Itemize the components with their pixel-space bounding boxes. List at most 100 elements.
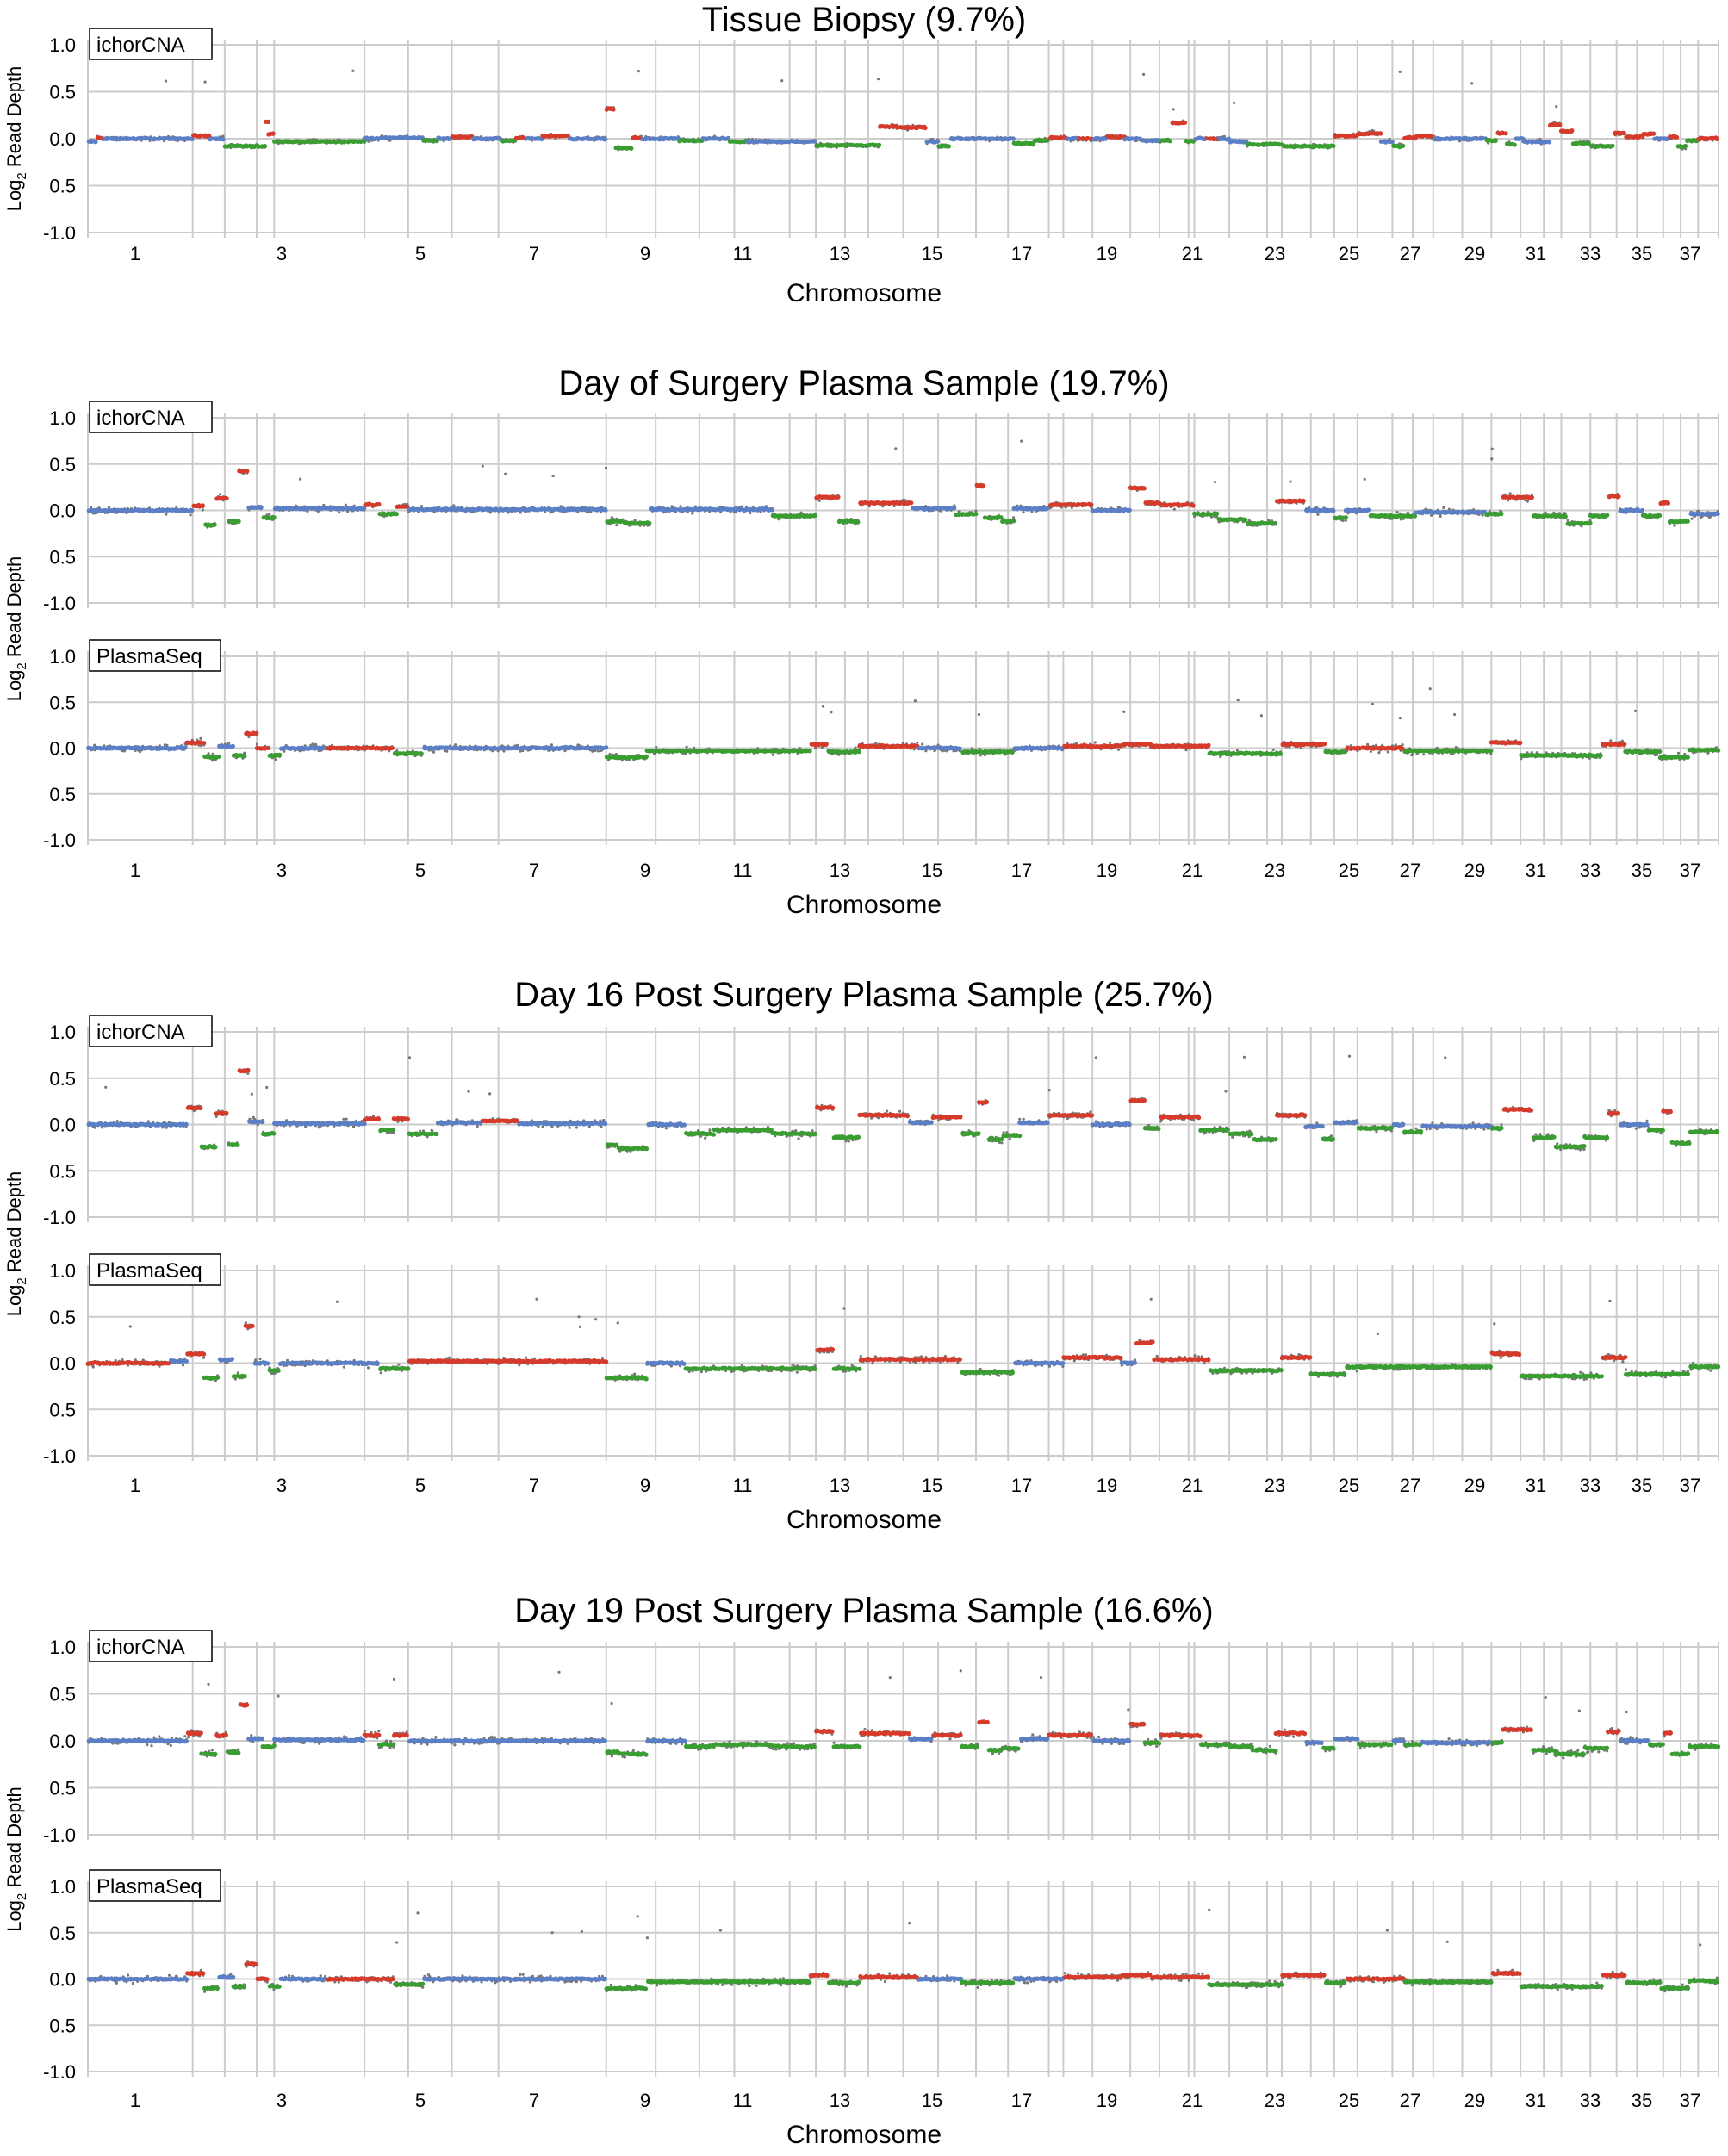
read-depth-point: [255, 742, 258, 746]
x-tick-label: 19: [1097, 243, 1117, 264]
outlier-point: [1555, 105, 1558, 109]
panel-1: Tissue Biopsy (9.7%) 1.0 0.5 0.0 0.5 -1.0 icho…: [3, 1, 1719, 308]
y-tick-label: -1.0: [43, 222, 76, 244]
read-depth-point: [691, 512, 694, 515]
y-tick-label: 1.0: [49, 646, 76, 668]
outlier-point: [877, 78, 880, 81]
read-depth-point: [1022, 511, 1025, 514]
outlier-point: [1363, 477, 1366, 481]
read-depth-point: [165, 513, 168, 516]
x-tick-label: 13: [830, 243, 850, 264]
x-tick-label: 21: [1182, 243, 1203, 264]
read-depth-point: [749, 511, 752, 515]
panel-title: Day of Surgery Plasma Sample (19.7%): [558, 364, 1169, 402]
read-depth-point: [614, 753, 618, 756]
read-depth-point: [608, 752, 612, 756]
outlier-point: [894, 447, 898, 450]
outlier-point: [1490, 447, 1494, 450]
outlier-point: [1490, 457, 1494, 461]
outlier-point: [203, 80, 207, 84]
read-depth-point: [633, 519, 637, 522]
method-label: ichorCNA: [96, 407, 185, 430]
method-label: ichorCNA: [96, 34, 185, 57]
read-depth-point: [1442, 506, 1445, 510]
read-depth-point: [655, 745, 658, 749]
x-tick-label: 37: [1680, 243, 1700, 264]
read-depth-point: [454, 743, 457, 747]
y-tick-label: 0.5: [49, 784, 76, 805]
read-depth-point: [1673, 524, 1676, 527]
x-tick-label: 15: [922, 243, 942, 264]
read-depth-point: [268, 513, 271, 516]
read-depth-point: [1439, 514, 1442, 519]
outlier-point: [1172, 108, 1175, 111]
outlier-point: [1289, 480, 1292, 483]
outlier-point: [1470, 82, 1474, 85]
x-tick-label: 5: [415, 243, 426, 264]
read-depth-point: [199, 736, 202, 741]
y-tick-label: -1.0: [43, 593, 76, 614]
outlier-point: [780, 79, 784, 83]
outlier-point: [164, 79, 168, 83]
x-tick-labels: 1 3 5 7 9 11 13 15 17 19 21 23 25 27 29 31 33 35 37: [130, 243, 1700, 264]
read-depth-point: [219, 493, 222, 496]
x-tick-label: 33: [1580, 243, 1601, 264]
y-tick-label: 0.0: [49, 128, 76, 150]
read-depth-point: [1172, 507, 1176, 511]
x-tick-label: 11: [733, 243, 753, 264]
read-depth-point: [1012, 516, 1016, 519]
y-tick-label: 0.5: [49, 454, 76, 475]
outlier-point: [637, 70, 641, 73]
y-tick-label: 1.0: [49, 407, 76, 429]
read-depth-point: [274, 758, 277, 761]
panel-title: Tissue Biopsy (9.7%): [702, 1, 1026, 39]
outlier-point: [351, 69, 355, 72]
x-tick-label: 29: [1464, 243, 1485, 264]
x-tick-label: 9: [640, 243, 650, 264]
track-ichorcna: 1.0 0.5 0.0 0.5 -1.0 ichorCNA: [43, 401, 1720, 614]
x-tick-label: 31: [1526, 243, 1546, 264]
y-tick-label: 0.5: [49, 546, 76, 568]
read-depth-point: [338, 511, 341, 514]
read-depth-point: [1316, 513, 1320, 516]
y-tick-label: 0.0: [49, 500, 76, 522]
read-depth-point: [591, 749, 594, 753]
x-tick-label: 7: [529, 243, 539, 264]
outlier-point: [504, 472, 507, 475]
read-depth-point: [596, 749, 600, 753]
outlier-point: [481, 464, 484, 468]
x-tick-label: 35: [1632, 243, 1652, 264]
y-tick-label: 1.0: [49, 34, 76, 56]
y-tick-label: 0.5: [49, 176, 76, 197]
outlier-point: [551, 474, 555, 478]
outlier-point: [1142, 72, 1146, 76]
read-depth-point: [679, 505, 682, 508]
y-tick-label: 0.5: [49, 82, 76, 103]
read-depth-point: [817, 499, 821, 502]
outlier-point: [299, 477, 302, 481]
read-depth-point: [344, 503, 347, 506]
read-depth-point: [189, 513, 192, 517]
read-depth-point: [1566, 519, 1569, 522]
read-depth-point: [201, 508, 204, 512]
y-tick-label: -1.0: [43, 829, 76, 851]
track-ichorcna: 1.0 0.5 0.0 0.5 -1.0 ichorCNA: [43, 28, 1719, 244]
outlier-point: [1233, 101, 1236, 104]
read-depth-point: [615, 524, 618, 527]
x-tick-label: 27: [1400, 243, 1420, 264]
outlier-point: [1213, 481, 1217, 484]
read-depth-point: [211, 752, 214, 756]
x-tick-label: 3: [277, 243, 287, 264]
read-depth-point: [445, 749, 449, 753]
read-depth-point: [1690, 517, 1694, 520]
read-depth-point: [550, 743, 554, 747]
read-depth-point: [1508, 492, 1512, 495]
y-tick-label: 0.0: [49, 738, 76, 760]
read-depth-point: [904, 499, 907, 502]
outlier-point: [1398, 70, 1402, 73]
read-depth-point: [1526, 500, 1529, 503]
outlier-point: [604, 466, 608, 469]
y-axis-label: Log2 Read Depth: [3, 66, 29, 212]
